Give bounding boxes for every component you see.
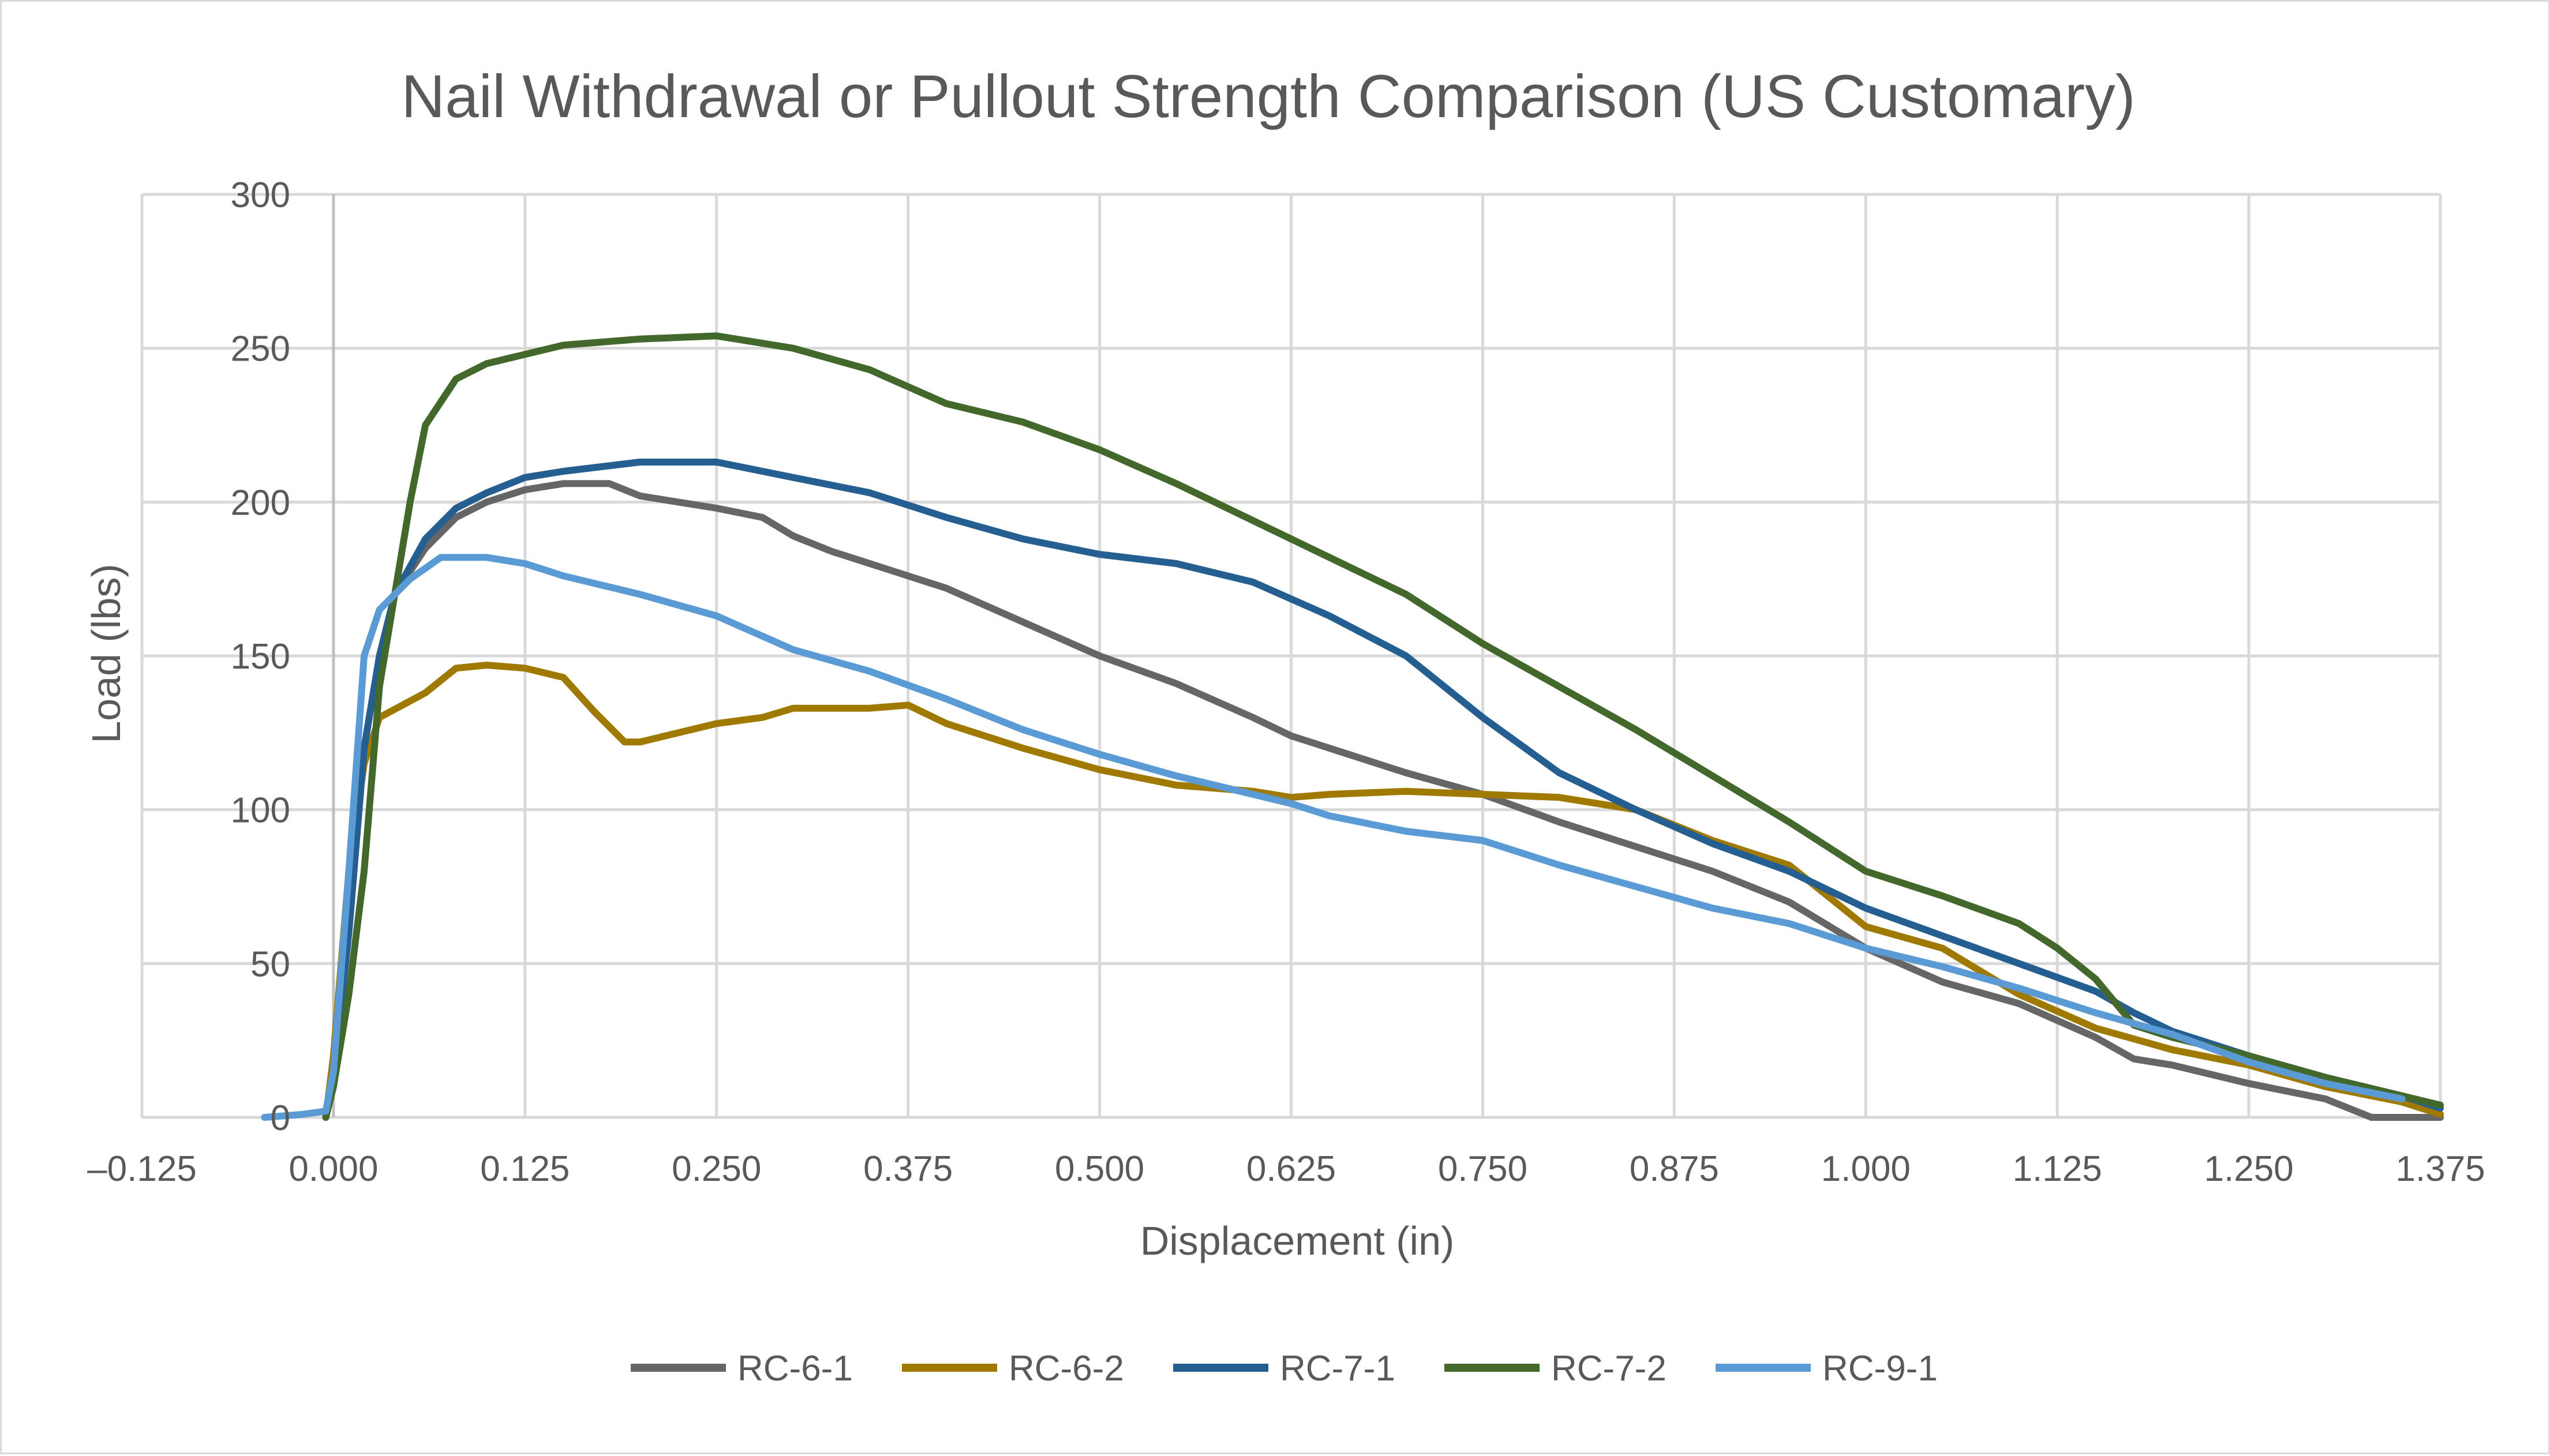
y-tick-label: 50	[250, 944, 290, 984]
series-lines	[261, 332, 2444, 1121]
y-tick-label: 250	[231, 329, 290, 369]
legend-label-rc-6-1: RC-6-1	[737, 1349, 853, 1389]
y-tick-label: 200	[231, 483, 290, 523]
series-line-rc-6-1	[322, 480, 2444, 1121]
y-tick-label: 150	[231, 637, 290, 677]
x-tick-label: 0.500	[1055, 1149, 1144, 1189]
x-tick-label: 1.375	[2395, 1149, 2485, 1189]
legend: RC-6-1 RC-6-2 RC-7-1 RC-7-2 RC-9-1	[631, 1349, 1938, 1389]
chart-title: Nail Withdrawal or Pullout Strength Comp…	[401, 63, 2135, 130]
y-tick-label: 0	[271, 1098, 290, 1138]
series-line-rc-7-2	[322, 332, 2444, 1121]
x-tick-label: 1.000	[1821, 1149, 1911, 1189]
series-line-rc-9-1	[261, 554, 2406, 1121]
y-tick-label: 300	[231, 175, 290, 215]
series-line-rc-7-1	[322, 459, 2444, 1121]
x-tick-label: 0.625	[1246, 1149, 1336, 1189]
x-tick-label: 1.250	[2204, 1149, 2294, 1189]
legend-label-rc-7-2: RC-7-2	[1551, 1349, 1667, 1389]
legend-label-rc-6-2: RC-6-2	[1009, 1349, 1124, 1389]
y-axis-title: Load (lbs)	[84, 564, 129, 743]
x-tick-label: 1.125	[2013, 1149, 2102, 1189]
legend-label-rc-9-1: RC-9-1	[1822, 1349, 1938, 1389]
x-axis-ticks: –0.125 0.000 0.125 0.250 0.375 0.500 0.625 0.75…	[87, 1149, 2485, 1189]
y-axis-ticks: 0 50 100 150 200 250 300	[231, 175, 290, 1138]
y-tick-label: 100	[231, 791, 290, 831]
series-line-rc-6-2	[322, 662, 2444, 1121]
x-tick-label: 0.125	[480, 1149, 570, 1189]
x-axis-title: Displacement (in)	[1140, 1218, 1455, 1263]
x-tick-label: 0.750	[1438, 1149, 1527, 1189]
x-tick-label: –0.125	[87, 1149, 197, 1189]
x-tick-label: 0.000	[289, 1149, 378, 1189]
legend-label-rc-7-1: RC-7-1	[1280, 1349, 1395, 1389]
x-tick-label: 0.875	[1630, 1149, 1719, 1189]
x-tick-label: 0.250	[672, 1149, 761, 1189]
x-tick-label: 0.375	[863, 1149, 953, 1189]
